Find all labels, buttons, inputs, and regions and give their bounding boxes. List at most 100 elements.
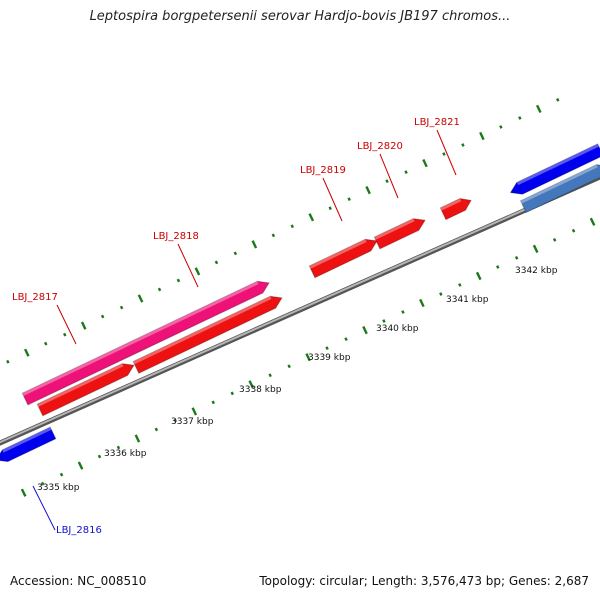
gene-label-lbj-2817[interactable]: LBJ_2817 bbox=[12, 292, 58, 303]
gene-lbj-2818-a-highlight bbox=[37, 363, 124, 407]
leader-line bbox=[32, 485, 56, 531]
minor-tick bbox=[385, 179, 389, 184]
minor-tick bbox=[461, 143, 465, 147]
minor-tick bbox=[230, 391, 234, 396]
minor-tick bbox=[287, 364, 291, 369]
leader-line bbox=[56, 304, 77, 345]
minor-tick bbox=[268, 373, 272, 378]
minor-tick bbox=[214, 260, 219, 265]
scale-label: 3339 kbp bbox=[308, 353, 351, 363]
minor-tick bbox=[173, 418, 178, 423]
scale-label: 3337 kbp bbox=[171, 417, 214, 427]
gene-lbj-2820-highlight bbox=[374, 218, 415, 240]
scale-label: 3335 kbp bbox=[37, 483, 80, 493]
gene-reverse-right-alt[interactable] bbox=[519, 164, 600, 214]
major-tick bbox=[305, 353, 311, 362]
gene-label-lbj-2821[interactable]: LBJ_2821 bbox=[414, 117, 460, 128]
accession-text: Accession: NC_008510 bbox=[10, 574, 147, 588]
major-tick bbox=[20, 488, 27, 497]
gene-reverse-right[interactable] bbox=[509, 143, 600, 195]
major-tick bbox=[479, 131, 485, 141]
major-tick bbox=[191, 407, 198, 416]
minor-tick bbox=[97, 454, 102, 459]
gene-labels: LBJ_2816 LBJ_2817 LBJ_2818 LBJ_2819 LBJ_2820… bbox=[12, 117, 460, 536]
genome-summary-text: Topology: circular; Length: 3,576,473 bp… bbox=[259, 574, 589, 588]
major-tick bbox=[475, 271, 482, 281]
gene-features bbox=[0, 143, 600, 463]
scale-label: 3338 kbp bbox=[239, 385, 282, 395]
minor-tick bbox=[211, 400, 215, 405]
minor-tick bbox=[176, 278, 181, 283]
major-tick bbox=[24, 348, 30, 357]
gene-lbj-2818[interactable] bbox=[132, 295, 283, 374]
minor-tick bbox=[119, 305, 124, 310]
minor-tick bbox=[271, 233, 276, 238]
minor-tick bbox=[514, 255, 519, 260]
minor-tick bbox=[59, 472, 64, 477]
gene-reverse-right-highlight bbox=[516, 143, 599, 186]
minor-tick bbox=[496, 265, 500, 269]
minor-tick bbox=[439, 292, 443, 296]
gene-lbj-2817[interactable] bbox=[21, 280, 270, 406]
minor-tick bbox=[347, 197, 351, 202]
gene-lbj-2819-highlight bbox=[309, 239, 367, 269]
minor-tick bbox=[233, 251, 238, 256]
gene-label-lbj-2816[interactable]: LBJ_2816 bbox=[56, 525, 102, 536]
major-tick bbox=[80, 321, 87, 330]
minor-tick bbox=[44, 341, 48, 346]
gene-lbj-2821[interactable] bbox=[439, 197, 472, 221]
minor-tick bbox=[404, 170, 408, 175]
minor-tick bbox=[499, 125, 503, 129]
page-title: Leptospira borgpetersenii serovar Hardjo… bbox=[89, 9, 511, 24]
minor-tick bbox=[458, 283, 462, 287]
gene-label-lbj-2820[interactable]: LBJ_2820 bbox=[357, 141, 403, 152]
minor-tick bbox=[100, 314, 105, 319]
scale-label: 3340 kbp bbox=[376, 324, 419, 334]
minor-tick bbox=[556, 97, 560, 102]
minor-tick bbox=[290, 224, 294, 229]
major-tick bbox=[536, 104, 542, 114]
minor-tick bbox=[518, 116, 522, 120]
minor-tick bbox=[552, 237, 557, 242]
major-tick bbox=[251, 240, 258, 249]
major-tick bbox=[194, 267, 201, 276]
leader-line bbox=[322, 177, 343, 222]
minor-tick bbox=[344, 337, 348, 342]
minor-tick bbox=[442, 152, 446, 156]
major-tick bbox=[365, 185, 371, 195]
minor-tick bbox=[157, 287, 162, 292]
scale-label: 3336 kbp bbox=[104, 449, 147, 459]
gene-reverse-right-alt-highlight bbox=[520, 164, 598, 204]
minor-tick bbox=[116, 445, 121, 450]
gene-label-lbj-2819[interactable]: LBJ_2819 bbox=[300, 165, 346, 176]
major-tick bbox=[589, 217, 596, 226]
leader-line bbox=[379, 153, 399, 199]
minor-tick bbox=[382, 319, 386, 323]
gene-lbj-2816-highlight bbox=[2, 427, 52, 453]
minor-tick bbox=[401, 310, 405, 314]
major-tick bbox=[532, 244, 539, 254]
scale-label: 3341 kbp bbox=[446, 295, 489, 305]
minor-tick bbox=[40, 481, 45, 486]
leader-line bbox=[436, 129, 457, 176]
minor-tick bbox=[571, 228, 576, 233]
major-tick bbox=[248, 380, 254, 389]
scale-label: 3342 kbp bbox=[515, 266, 558, 276]
gene-lbj-2817-highlight bbox=[22, 281, 259, 396]
major-tick bbox=[362, 325, 368, 335]
minor-tick bbox=[154, 427, 159, 432]
minor-tick bbox=[328, 206, 332, 211]
gene-lbj-2818-a[interactable] bbox=[36, 363, 135, 417]
gene-label-lbj-2818[interactable]: LBJ_2818 bbox=[153, 231, 199, 242]
gene-lbj-2820[interactable] bbox=[373, 218, 426, 250]
gene-lbj-2816[interactable] bbox=[0, 426, 57, 463]
minor-tick bbox=[6, 359, 10, 364]
gene-lbj-2821-highlight bbox=[440, 198, 462, 211]
major-tick bbox=[419, 298, 425, 308]
gene-lbj-2819[interactable] bbox=[308, 238, 378, 279]
leader-line bbox=[177, 243, 199, 288]
major-tick bbox=[308, 213, 315, 222]
minor-tick bbox=[63, 332, 67, 337]
